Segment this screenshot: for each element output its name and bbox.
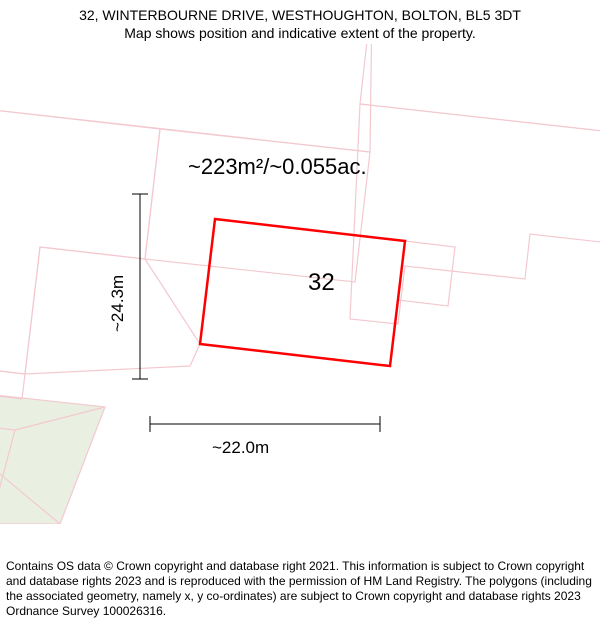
vertical-dimension-label: ~24.3m [108, 275, 128, 332]
map-area: ~223m²/~0.055ac. ~24.3m ~22.0m 32 [0, 44, 600, 524]
area-label: ~223m²/~0.055ac. [188, 154, 367, 180]
footer-copyright: Contains OS data © Crown copyright and d… [6, 559, 594, 619]
address-line: 32, WINTERBOURNE DRIVE, WESTHOUGHTON, BO… [0, 6, 600, 24]
subtitle-line: Map shows position and indicative extent… [0, 24, 600, 42]
map-svg [0, 44, 600, 524]
plot-number: 32 [308, 269, 335, 297]
horizontal-dimension-label: ~22.0m [212, 438, 269, 458]
